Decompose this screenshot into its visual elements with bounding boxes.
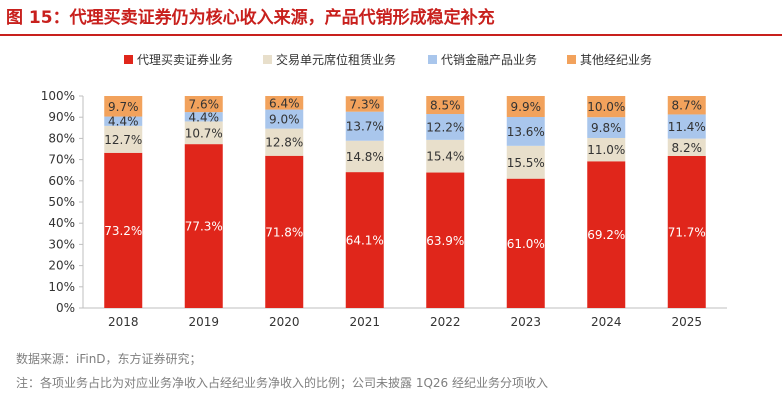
bar-segment	[426, 139, 465, 173]
bar-segment	[587, 137, 626, 162]
x-tick-label: 2019	[188, 315, 219, 329]
bar-segment	[265, 128, 304, 156]
data-label: 11.0%	[587, 143, 625, 157]
bar-segment	[104, 96, 143, 117]
legend-swatch	[263, 55, 272, 64]
bar-segment	[667, 114, 706, 139]
bar-segment	[667, 138, 706, 156]
data-label: 13.6%	[507, 125, 545, 139]
bar-segment	[426, 96, 465, 115]
bar-segment	[345, 111, 384, 141]
data-label: 8.2%	[672, 141, 703, 155]
y-tick-label: 50%	[48, 195, 75, 209]
bar-segment	[345, 140, 384, 173]
bar-segment	[426, 172, 465, 308]
data-label: 69.2%	[587, 228, 625, 242]
legend-label: 其他经纪业务	[580, 52, 652, 67]
y-tick-label: 20%	[48, 259, 75, 273]
data-label: 13.7%	[346, 120, 384, 134]
data-label: 61.0%	[507, 237, 545, 251]
data-label: 6.4%	[269, 96, 300, 110]
data-label: 63.9%	[426, 234, 464, 248]
bar-segment	[506, 145, 545, 179]
y-tick-label: 10%	[48, 280, 75, 294]
x-tick-label: 2025	[671, 315, 702, 329]
data-label: 7.3%	[350, 97, 381, 111]
bar-segment	[184, 121, 223, 145]
bar-segment	[265, 155, 304, 308]
bar-segment	[265, 96, 304, 110]
data-label: 15.5%	[507, 156, 545, 170]
y-tick-label: 90%	[48, 110, 75, 124]
x-tick-label: 2022	[430, 315, 461, 329]
y-tick-label: 40%	[48, 216, 75, 230]
bar-segment	[184, 144, 223, 308]
data-label: 12.2%	[426, 120, 464, 134]
data-label: 9.0%	[269, 113, 300, 127]
legend-label: 代销金融产品业务	[441, 52, 537, 67]
data-label: 73.2%	[104, 224, 142, 238]
x-tick-label: 2023	[510, 315, 541, 329]
data-label: 7.6%	[189, 98, 220, 112]
data-label: 12.7%	[104, 133, 142, 147]
bar-segment	[104, 116, 143, 126]
data-label: 12.8%	[265, 136, 303, 150]
bar-segment	[104, 152, 143, 308]
footnote: 注：各项业务占比为对应业务净收入占经纪业务净收入的比例；公司未披露 1Q26 经…	[16, 376, 548, 390]
bar-segment	[104, 125, 143, 153]
legend-swatch	[428, 55, 437, 64]
bar-segment	[587, 96, 626, 118]
y-tick-label: 60%	[48, 174, 75, 188]
bar-segment	[506, 116, 545, 146]
x-tick-label: 2018	[108, 315, 139, 329]
bar-segment	[506, 96, 545, 117]
legend-label: 代理买卖证券业务	[137, 52, 233, 67]
y-tick-label: 80%	[48, 131, 75, 145]
legend-label: 交易单元席位租赁业务	[276, 52, 396, 67]
bar-segment	[184, 96, 223, 113]
data-label: 4.4%	[189, 110, 220, 124]
data-label: 9.7%	[108, 100, 139, 114]
y-tick-label: 70%	[48, 153, 75, 167]
bar-segment	[506, 178, 545, 308]
bar-segment	[184, 112, 223, 122]
stacked-bar-chart: 代理买卖证券业务 交易单元席位租赁业务 代销金融产品业务 其他经纪业务 0% 10% 20%…	[41, 52, 727, 329]
x-tick-label: 2024	[591, 315, 622, 329]
source-note: 数据来源：iFinD，东方证券研究；	[16, 352, 202, 366]
y-tick-label: 100%	[41, 89, 75, 103]
y-tick-label: 0%	[56, 301, 75, 315]
bar-segment	[587, 117, 626, 138]
data-label: 9.8%	[591, 121, 622, 135]
bar-segment	[345, 172, 384, 308]
bar-segment	[345, 96, 384, 112]
data-label: 14.8%	[346, 150, 384, 164]
data-label: 77.3%	[185, 220, 223, 234]
data-label: 11.4%	[668, 120, 706, 134]
data-label: 71.8%	[265, 225, 303, 239]
bar-segment	[587, 161, 626, 308]
legend-swatch	[124, 55, 133, 64]
bar-segment	[667, 155, 706, 308]
y-tick-label: 30%	[48, 237, 75, 251]
data-label: 15.4%	[426, 150, 464, 164]
x-tick-label: 2021	[349, 315, 380, 329]
data-label: 10.0%	[587, 100, 625, 114]
data-label: 71.7%	[668, 225, 706, 239]
x-tick-label: 2020	[269, 315, 300, 329]
data-label: 8.7%	[672, 99, 703, 113]
figure-title: 图 15：代理买卖证券仍为核心收入来源，产品代销形成稳定补充	[6, 8, 495, 28]
legend-swatch	[567, 55, 576, 64]
data-label: 4.4%	[108, 115, 139, 129]
bar-segment	[667, 96, 706, 115]
data-label: 9.9%	[511, 100, 542, 114]
data-label: 8.5%	[430, 99, 461, 113]
bar-segment	[265, 109, 304, 129]
bar-segment	[426, 114, 465, 140]
title-divider	[0, 34, 782, 36]
data-label: 64.1%	[346, 234, 384, 248]
data-label: 10.7%	[185, 126, 223, 140]
